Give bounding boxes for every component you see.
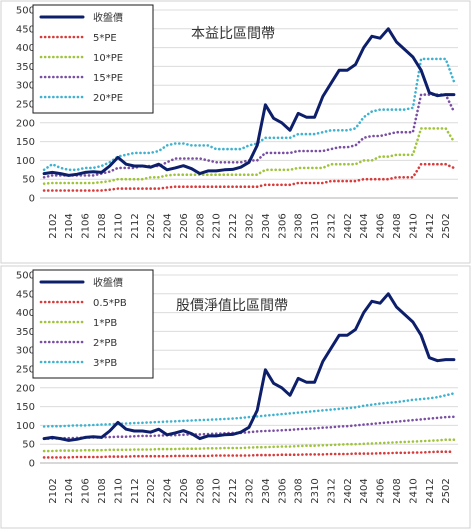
x-tick-label: 2310 [310,478,321,503]
x-tick-label: 2112 [130,478,141,503]
x-tick-label: 2106 [81,478,92,503]
x-tick-label: 2410 [408,213,419,238]
y-tick-label: 50 [22,440,35,451]
x-tick-label: 2406 [376,478,387,503]
y-tick-label: 500 [16,6,35,17]
y-tick-label: 300 [16,346,35,357]
x-tick-label: 2110 [113,478,124,503]
x-tick-label: 2206 [179,478,190,503]
legend-label-0: 收盤價 [93,276,123,289]
legend-label-4: 3*PB [93,358,117,369]
legend-label-1: 0.5*PB [93,298,127,309]
y-tick-label: 0 [29,459,35,470]
legend-label-4: 20*PE [93,93,123,104]
x-tick-label: 2202 [146,213,157,238]
y-tick-label: 250 [16,100,35,111]
x-tick-label: 2402 [343,478,354,503]
y-tick-label: 400 [16,308,35,319]
y-tick-label: 350 [16,327,35,338]
pb-band-chart-panel: 0 50 100 150 200 250 300 350 400 450 500 2102 2104 21… [0,265,471,530]
y-tick-label: 100 [16,156,35,167]
x-tick-label: 2210 [212,478,223,503]
x-tick-label: 2310 [310,213,321,238]
pe-band-chart: 0 50 100 150 200 250 300 350 400 450 500 2102 2104 21… [0,0,471,264]
x-tick-label: 2202 [146,478,157,503]
series-line-4 [42,392,456,428]
x-tick-label: 2110 [113,213,124,238]
x-tick-label: 2408 [392,478,403,503]
x-tick-label: 2404 [359,213,370,238]
x-tick-label: 2108 [97,213,108,238]
pe-band-chart-panel: 0 50 100 150 200 250 300 350 400 450 500 2102 2104 21… [0,0,471,264]
x-tick-label: 2102 [48,213,59,238]
x-tick-label: 2402 [343,213,354,238]
y-tick-label: 150 [16,402,35,413]
x-tick-label: 2108 [97,478,108,503]
x-tick-label: 2206 [179,213,190,238]
x-tick-label: 2302 [245,478,256,503]
x-tick-label: 2302 [245,213,256,238]
y-tick-label: 450 [16,289,35,300]
y-tick-label: 200 [16,118,35,129]
x-tick-label: 2204 [163,478,174,503]
series-line-1 [42,162,456,192]
legend-label-2: 1*PB [93,318,117,329]
legend-label-1: 5*PE [93,33,117,44]
y-tick-label: 0 [29,194,35,205]
x-tick-label: 2306 [277,213,288,238]
x-tick-label: 2410 [408,478,419,503]
x-tick-label: 2406 [376,213,387,238]
series-line-2 [42,438,456,453]
series-line-1 [42,450,456,459]
x-tick-label: 2502 [441,213,452,238]
x-tick-label: 2212 [228,478,239,503]
x-tick-label: 2102 [48,478,59,503]
x-tick-label: 2112 [130,213,141,238]
x-tick-label: 2208 [195,478,206,503]
pb-band-chart: 0 50 100 150 200 250 300 350 400 450 500 2102 2104 21… [0,265,471,529]
x-tick-label: 2308 [294,213,305,238]
x-tick-label: 2404 [359,478,370,503]
series-line-0 [42,292,456,442]
x-tick-label: 2308 [294,478,305,503]
series-line-2 [42,127,456,185]
legend-label-2: 10*PE [93,53,123,64]
legend-label-0: 收盤價 [93,11,123,24]
legend [32,4,154,114]
x-tick-label: 2412 [425,478,436,503]
legend-label-3: 15*PE [93,73,123,84]
y-tick-label: 200 [16,383,35,394]
x-tick-label: 2212 [228,213,239,238]
y-tick-label: 250 [16,365,35,376]
x-tick-label: 2312 [326,478,337,503]
series-line-4 [42,57,456,172]
y-tick-label: 100 [16,421,35,432]
y-tick-label: 500 [16,271,35,282]
y-tick-label: 150 [16,137,35,148]
x-tick-label: 2502 [441,478,452,503]
y-tick-label: 50 [22,175,35,186]
x-tick-label: 2208 [195,213,206,238]
x-tick-label: 2106 [81,213,92,238]
series-line-3 [42,415,456,440]
x-tick-label: 2304 [261,213,272,238]
y-tick-label: 300 [16,81,35,92]
x-tick-label: 2210 [212,213,223,238]
x-tick-label: 2104 [64,213,75,238]
x-tick-label: 2306 [277,478,288,503]
series-line-0 [42,27,456,177]
x-tick-label: 2408 [392,213,403,238]
x-tick-label: 2312 [326,213,337,238]
chart-title: 股價淨值比區間帶 [176,297,288,314]
x-tick-label: 2304 [261,478,272,503]
legend-label-3: 2*PB [93,338,117,349]
chart-title: 本益比區間帶 [191,26,275,42]
y-tick-label: 350 [16,62,35,73]
y-tick-label: 450 [16,24,35,35]
y-tick-label: 400 [16,43,35,54]
legend [32,269,154,379]
x-tick-label: 2104 [64,478,75,503]
x-tick-label: 2204 [163,213,174,238]
x-tick-label: 2412 [425,213,436,238]
